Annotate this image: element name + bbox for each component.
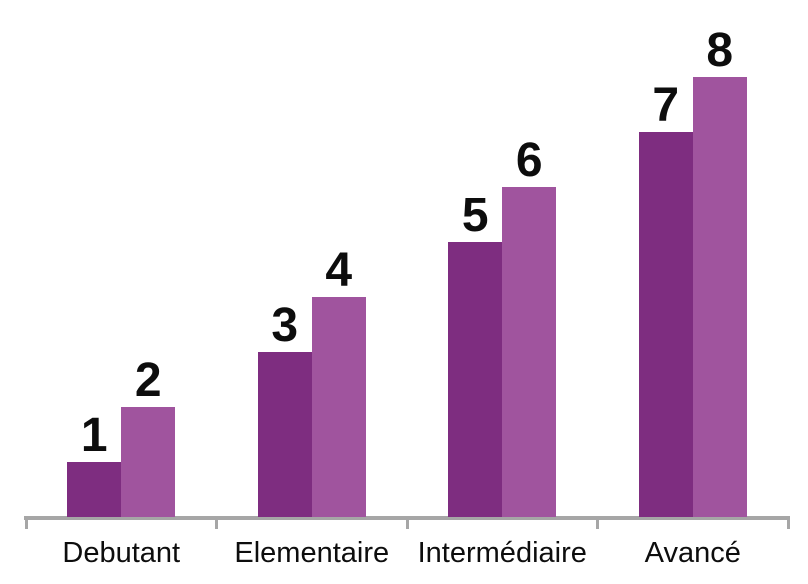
value-label: 6: [515, 134, 543, 187]
category-label-4: Avancé: [644, 537, 741, 569]
value-label: 7: [652, 79, 680, 132]
bar-series-2-Elementaire: [311, 297, 366, 517]
x-axis-tick: [405, 516, 409, 529]
bar-series-1-Avancé: [638, 132, 693, 517]
x-axis-tick: [786, 516, 790, 529]
value-label: 4: [325, 244, 353, 297]
x-axis-tick: [596, 516, 599, 529]
category-label-1: Debutant: [62, 537, 181, 569]
bar-series-2-Intermédiaire: [502, 187, 557, 517]
bar-series-1-Intermédiaire: [448, 242, 503, 517]
bar-series-1-Elementaire: [257, 352, 312, 517]
value-label: 8: [706, 24, 734, 77]
bar-series-2-Avancé: [692, 77, 747, 517]
value-label: 3: [271, 299, 299, 352]
value-label: 1: [80, 409, 108, 462]
x-axis-tick: [215, 516, 218, 529]
value-label: 5: [461, 189, 489, 242]
bar-series-1-Debutant: [67, 462, 122, 517]
category-label-3: Intermédiaire: [417, 537, 587, 569]
category-label-2: Elementaire: [234, 537, 390, 569]
bar-series-2-Debutant: [121, 407, 176, 517]
value-label: 2: [134, 354, 162, 407]
x-axis-tick: [24, 516, 28, 529]
